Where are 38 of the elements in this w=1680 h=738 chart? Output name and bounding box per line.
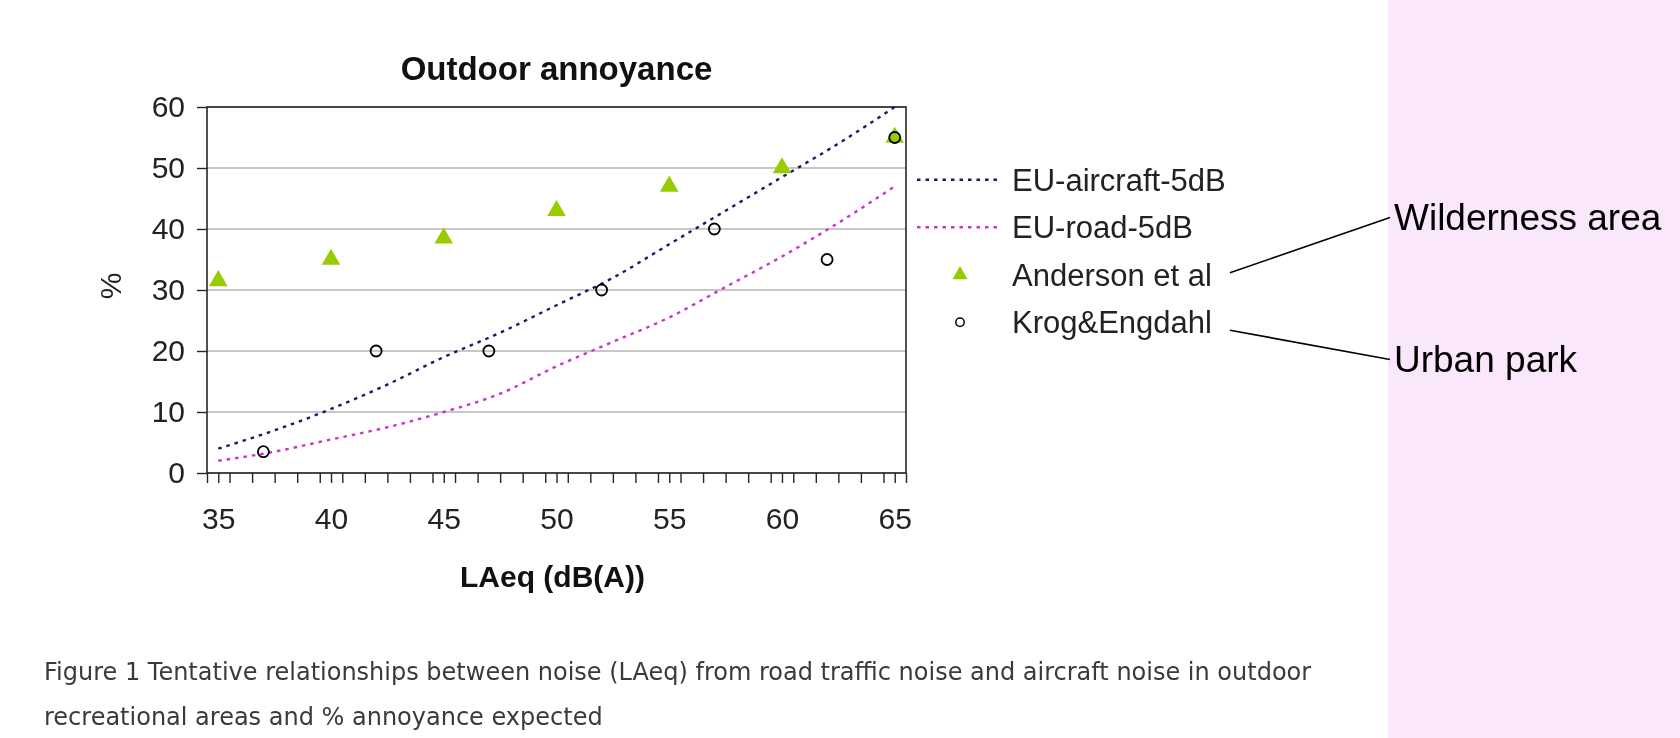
point — [820, 253, 834, 266]
point — [547, 199, 566, 217]
point — [208, 270, 228, 287]
y-tick-label: 20 — [151, 334, 185, 368]
y-tick-label: 10 — [151, 395, 185, 429]
x-axis-title: LAeq (dB(A)) — [460, 559, 645, 593]
y-tick-label: 0 — [168, 456, 185, 490]
x-tick-label: 65 — [878, 502, 912, 536]
line-series — [217, 105, 896, 450]
line-series — [217, 185, 896, 462]
chart-title: Outdoor annoyance — [400, 49, 713, 87]
x-tick-label: 55 — [653, 502, 687, 536]
text: Urban park — [1394, 339, 1578, 381]
point — [256, 445, 270, 459]
legend-label: Anderson et al — [1012, 257, 1212, 293]
point — [482, 344, 496, 358]
point — [707, 222, 721, 236]
x-tick-label: 45 — [427, 502, 461, 536]
x-tick-label: 60 — [765, 502, 800, 536]
text: Wilderness area — [1394, 197, 1662, 239]
point — [434, 227, 454, 244]
x-tick-label: 50 — [540, 502, 574, 536]
y-tick-label: 30 — [151, 273, 185, 307]
y-tick-label: 50 — [151, 151, 185, 185]
point — [659, 175, 679, 192]
caption: Figure 1 Tentative relationships between noise (LAeq) from road traffic noise and aircraft noise in outdoor recreational areas and % annoyance expected — [44, 658, 1312, 732]
point — [595, 283, 608, 297]
y-tick-label: 60 — [151, 90, 185, 124]
point — [321, 248, 341, 265]
y-tick-label: 40 — [151, 212, 185, 246]
x-tick-label: 35 — [202, 502, 236, 536]
point — [772, 157, 792, 174]
point — [369, 344, 383, 358]
legend-label: EU-aircraft-5dB — [1012, 162, 1226, 198]
legend-label: Krog&Engdahl — [1012, 305, 1212, 341]
y-axis-title: % — [93, 272, 127, 300]
legend-label: EU-road-5dB — [1012, 210, 1193, 246]
x-tick-label: 40 — [314, 502, 349, 536]
